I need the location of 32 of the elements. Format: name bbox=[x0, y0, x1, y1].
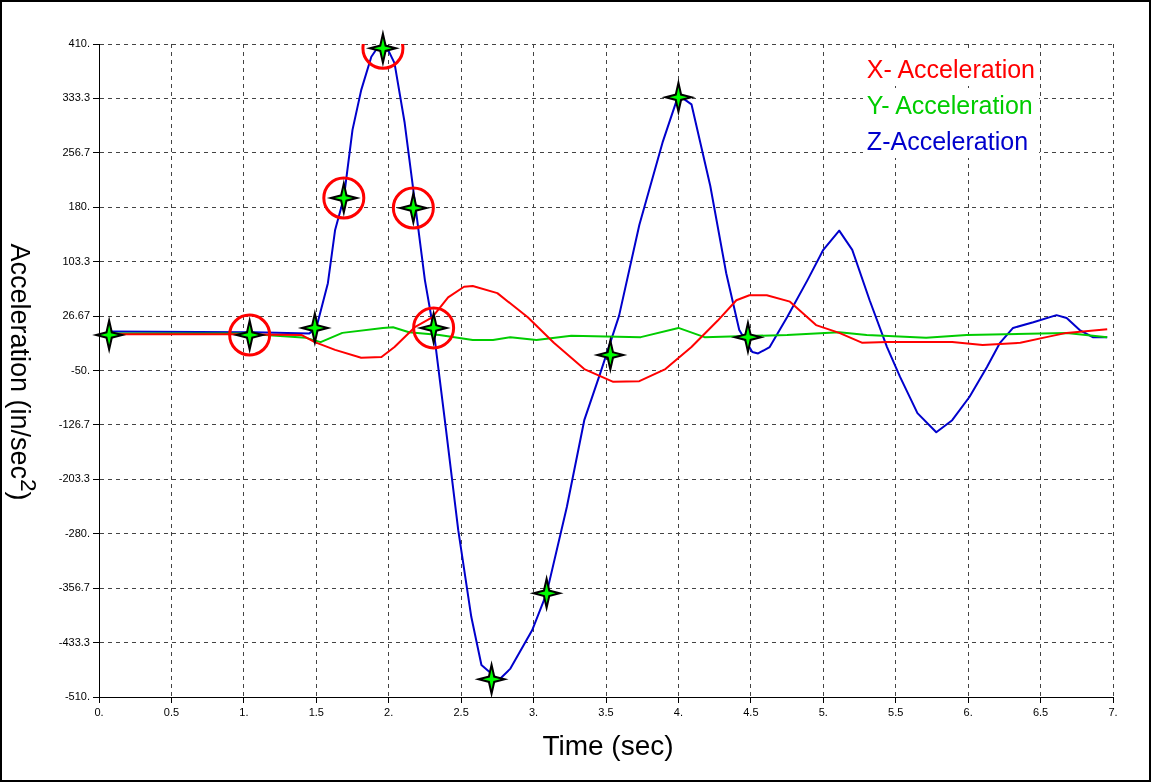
x-axis-title: Time (sec) bbox=[541, 730, 675, 762]
x-tick-label: 5. bbox=[818, 705, 828, 718]
text: Z-Acceleration bbox=[862, 124, 1039, 158]
x-tick-label: 0.5 bbox=[163, 705, 180, 718]
text: X- Acceleration bbox=[862, 52, 1039, 86]
x-tick-label: 6.5 bbox=[1032, 705, 1049, 718]
y-tick-label: -280. bbox=[64, 526, 90, 539]
y-tick-label: -510. bbox=[64, 690, 90, 703]
x-tick-label: 4. bbox=[673, 705, 684, 718]
y-tick-label: 26.67 bbox=[62, 309, 90, 322]
x-tick-label: 0. bbox=[94, 705, 104, 718]
y-tick-label: 180. bbox=[68, 200, 90, 213]
x-tick-label: 1. bbox=[239, 705, 249, 718]
text: Y- Acceleration bbox=[862, 88, 1039, 122]
y-tick-label: -356.7 bbox=[58, 581, 90, 594]
x-tick-label: 1.5 bbox=[308, 705, 324, 718]
y-tick-label: 103.3 bbox=[62, 254, 90, 267]
y-tick-label: 256.7 bbox=[62, 145, 90, 158]
y-tick-label: 410. bbox=[68, 37, 90, 50]
y-tick-label: -433.3 bbox=[58, 635, 90, 648]
x-tick-label: 3.5 bbox=[598, 705, 614, 718]
x-tick-label: 4.5 bbox=[743, 705, 759, 718]
x-tick-label: 5.5 bbox=[888, 705, 904, 718]
x-tick-label: 6. bbox=[963, 705, 973, 718]
y-tick-label: -50. bbox=[71, 363, 90, 376]
x-tick-label: 7. bbox=[1108, 705, 1118, 718]
x-tick-label: 3. bbox=[528, 705, 539, 718]
y-tick-label: 333.3 bbox=[62, 91, 90, 104]
y-tick-label: -126.7 bbox=[58, 417, 90, 430]
x-tick-label: 2. bbox=[384, 705, 394, 718]
y-tick-label: -203.3 bbox=[58, 472, 90, 485]
x-tick-label: 2.5 bbox=[453, 705, 469, 718]
